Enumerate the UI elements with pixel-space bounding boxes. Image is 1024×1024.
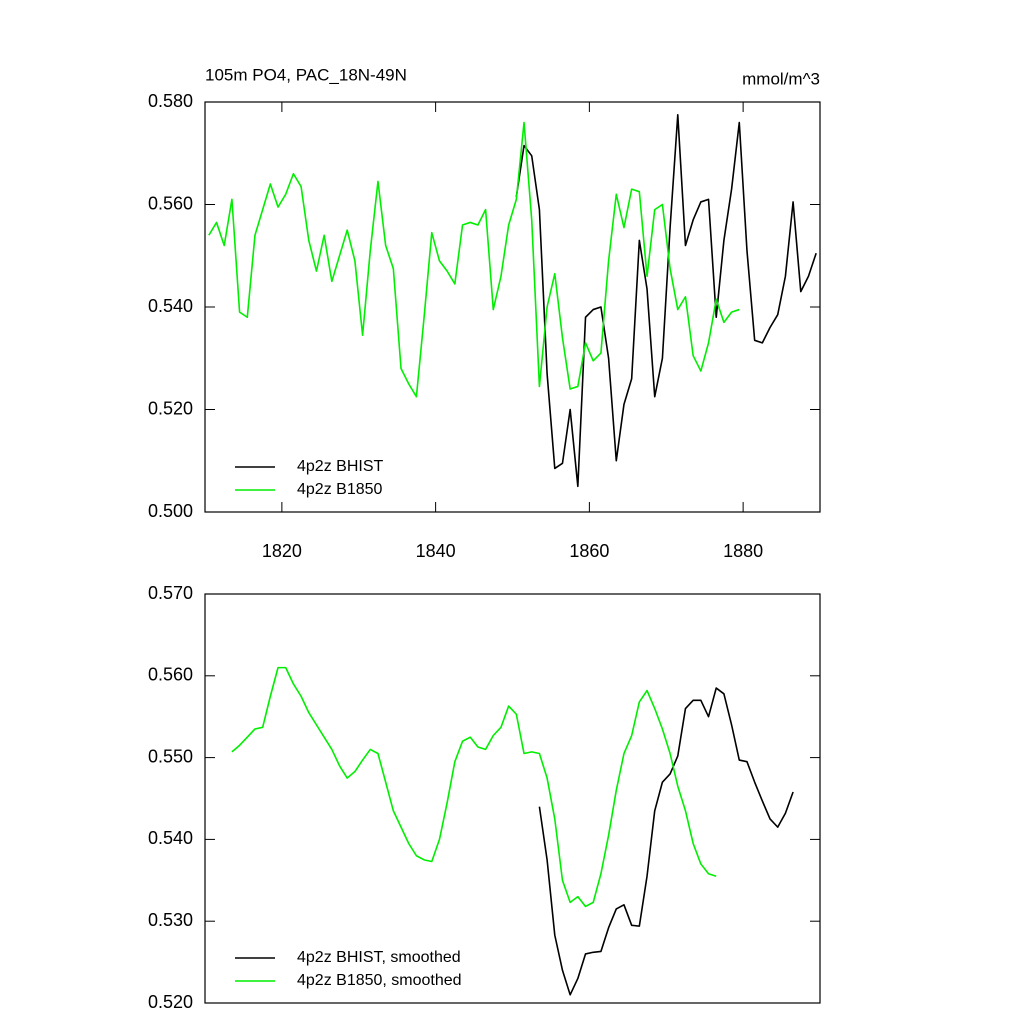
y-tick-label: 0.540 <box>148 828 193 848</box>
data-line <box>208 121 740 398</box>
y-tick-label: 0.550 <box>148 746 193 766</box>
y-tick-label: 0.540 <box>148 296 193 316</box>
y-tick-label: 0.520 <box>148 992 193 1012</box>
data-line <box>231 666 717 908</box>
units-label: mmol/m^3 <box>742 69 820 88</box>
chart-title: 105m PO4, PAC_18N-49N <box>205 65 407 84</box>
legend-label: 4p2z B1850 <box>297 481 383 498</box>
x-tick-label: 1840 <box>416 541 456 561</box>
data-line <box>538 687 794 996</box>
y-tick-label: 0.560 <box>148 193 193 213</box>
legend-label: 4p2z B1850, smoothed <box>297 972 462 989</box>
plot-frame <box>204 593 821 1004</box>
y-tick-label: 0.560 <box>148 665 193 685</box>
y-tick-label: 0.570 <box>148 583 193 603</box>
x-tick-label: 1820 <box>262 541 302 561</box>
legend-label: 4p2z BHIST, smoothed <box>297 949 461 966</box>
x-tick-label: 1860 <box>569 541 609 561</box>
y-tick-label: 0.580 <box>148 91 193 111</box>
y-tick-label: 0.500 <box>148 501 193 521</box>
legend-label: 4p2z BHIST <box>297 458 383 475</box>
y-tick-label: 0.530 <box>148 910 193 930</box>
y-tick-label: 0.520 <box>148 398 193 418</box>
data-line <box>515 114 817 488</box>
x-tick-label: 1880 <box>723 541 763 561</box>
